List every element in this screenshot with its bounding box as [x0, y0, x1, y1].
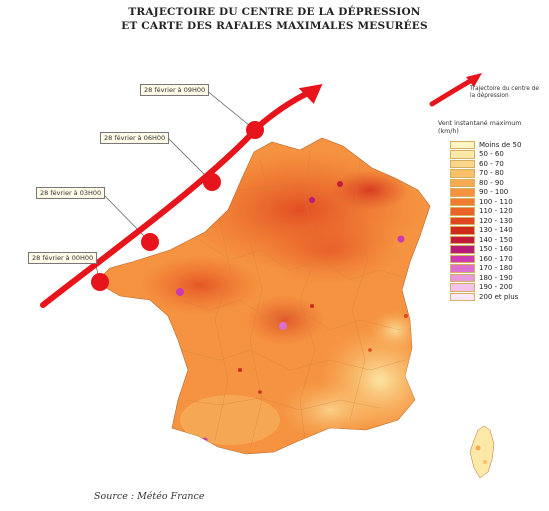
- wind-speed-legend: Moins de 50 50 - 60 60 - 70 70 - 80 80 - 90 9…: [450, 140, 521, 302]
- callout-09h: 28 février à 09H00: [140, 84, 210, 96]
- legend-label: 170 - 180: [479, 264, 513, 273]
- legend-swatch: [450, 245, 475, 254]
- legend-row: 80 - 90: [450, 178, 521, 188]
- legend-row: 60 - 70: [450, 159, 521, 169]
- depression-trajectory: [40, 84, 323, 308]
- legend-row: 150 - 160: [450, 245, 521, 255]
- source-credit: Source : Météo France: [94, 491, 205, 502]
- legend-swatch: [450, 207, 475, 216]
- legend-row: 130 - 140: [450, 226, 521, 236]
- corsica-island: [469, 425, 495, 479]
- legend-row: 170 - 180: [450, 264, 521, 274]
- legend-swatch: [450, 159, 475, 168]
- legend-label: Moins de 50: [479, 140, 522, 149]
- trajectory-point-00h: [91, 273, 109, 291]
- legend-label: 200 et plus: [479, 292, 519, 301]
- trajectory-point-03h: [141, 233, 159, 251]
- legend-row: 120 - 130: [450, 216, 521, 226]
- legend-label: 50 - 60: [479, 150, 504, 159]
- map-title-line1: TRAJECTOIRE DU CENTRE DE LA DÉPRESSION: [128, 6, 421, 18]
- legend-row: 180 - 190: [450, 273, 521, 283]
- legend-row: 110 - 120: [450, 207, 521, 217]
- legend-label: 160 - 170: [479, 254, 513, 263]
- legend-row: 140 - 150: [450, 235, 521, 245]
- legend-swatch: [450, 197, 475, 206]
- legend-label: 180 - 190: [479, 273, 513, 282]
- legend-label: 120 - 130: [479, 216, 513, 225]
- trajectory-point-06h: [203, 173, 221, 191]
- legend-label: 110 - 120: [479, 207, 513, 216]
- red-arrow-icon: [429, 73, 482, 107]
- trajectory-legend-label: Trajectoire du centre de la dépression: [470, 86, 539, 99]
- legend-swatch: [450, 283, 475, 292]
- trajectory-point-09h: [246, 121, 264, 139]
- legend-swatch: [450, 169, 475, 178]
- legend-label: 80 - 90: [479, 178, 504, 187]
- legend-swatch: [450, 216, 475, 225]
- legend-swatch: [450, 254, 475, 263]
- callout-00h: 28 février à 00H00: [28, 252, 98, 264]
- legend-swatch: [450, 264, 475, 273]
- france-mainland: [95, 137, 431, 455]
- legend-label: 140 - 150: [479, 235, 513, 244]
- legend-row: 200 et plus: [450, 292, 521, 302]
- map-title: TRAJECTOIRE DU CENTRE DE LA DÉPRESSION E…: [0, 5, 549, 33]
- legend-row: 90 - 100: [450, 188, 521, 198]
- legend-label: 150 - 160: [479, 245, 513, 254]
- legend-label: 130 - 140: [479, 226, 513, 235]
- legend-swatch: [450, 140, 475, 149]
- map-title-line2: ET CARTE DES RAFALES MAXIMALES MESURÉES: [121, 20, 428, 32]
- legend-row: 190 - 200: [450, 283, 521, 293]
- legend-row: 160 - 170: [450, 254, 521, 264]
- legend-row: 50 - 60: [450, 150, 521, 160]
- legend-label: 190 - 200: [479, 283, 513, 292]
- wind-legend-title: Vent instantané maximum (km/h): [438, 120, 522, 135]
- legend-label: 90 - 100: [479, 188, 509, 197]
- legend-swatch: [450, 226, 475, 235]
- legend-row: Moins de 50: [450, 140, 521, 150]
- callout-06h: 28 février à 06H00: [100, 132, 170, 144]
- legend-swatch: [450, 273, 475, 282]
- legend-swatch: [450, 150, 475, 159]
- callout-03h: 28 février à 03H00: [36, 187, 106, 199]
- legend-label: 70 - 80: [479, 169, 504, 178]
- legend-swatch: [450, 235, 475, 244]
- legend-label: 60 - 70: [479, 159, 504, 168]
- legend-swatch: [450, 188, 475, 197]
- legend-swatch: [450, 178, 475, 187]
- legend-row: 70 - 80: [450, 169, 521, 179]
- legend-swatch: [450, 292, 475, 301]
- legend-row: 100 - 110: [450, 197, 521, 207]
- legend-label: 100 - 110: [479, 197, 513, 206]
